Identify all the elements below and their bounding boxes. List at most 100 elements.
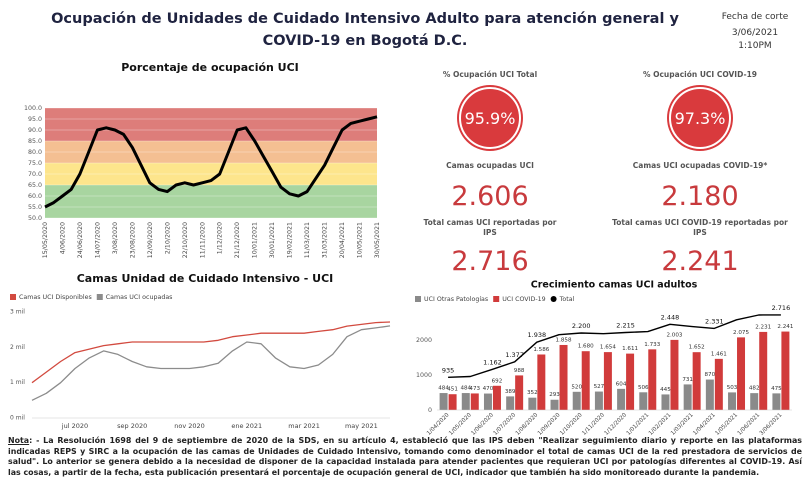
data-label: 1.611	[622, 346, 638, 352]
x-tick-label: 3/06/2021	[759, 412, 784, 437]
y-tick-label: 60.0	[28, 193, 42, 200]
x-tick-label: 30/05/2021	[374, 222, 381, 258]
line	[44, 115, 378, 209]
data-label: 2.448	[661, 313, 680, 321]
x-tick-label: 1/01/2021	[626, 412, 651, 437]
kpi-label: Total camas UCI reportadas por IPS	[423, 218, 557, 237]
bar	[617, 388, 626, 410]
y-tick-label: 70.0	[28, 171, 42, 178]
data-label: 470	[483, 386, 494, 392]
y-tick-label: 2 mil	[10, 344, 25, 351]
data-label: 2.003	[666, 332, 682, 338]
x-tick-label: 10/01/2021	[252, 222, 259, 258]
kpi-value: 2.241	[661, 246, 739, 277]
y-tick-label: 0 mil	[10, 415, 25, 422]
data-label: 1.377	[505, 351, 524, 359]
x-tick-label: 1/06/2021	[737, 412, 762, 437]
bar	[448, 394, 457, 410]
x-tick-label: 1/08/2020	[515, 412, 540, 437]
x-tick-label: jul 2020	[61, 422, 88, 430]
data-label: 473	[469, 386, 480, 392]
cutoff-time: 1:10PM	[738, 41, 772, 51]
kpi-value: 95.9%	[464, 108, 516, 128]
x-tick-label: 1/12/2020	[604, 412, 629, 437]
data-label: 451	[447, 387, 458, 393]
x-tick-label: ene 2021	[231, 422, 262, 430]
kpi-label: Camas UCI ocupadas COVID-19*	[632, 161, 768, 170]
data-label: 293	[549, 392, 560, 398]
bar	[492, 385, 501, 410]
y-tick-label: 55.0	[28, 204, 42, 211]
chart-title: Camas Unidad de Cuidado Intensivo - UCI	[77, 272, 334, 285]
y-tick-label: 2000	[416, 337, 432, 344]
data-label: 503	[727, 385, 738, 391]
x-tick-label: 15/05/2020	[42, 222, 49, 258]
bar	[772, 393, 781, 410]
bar	[683, 384, 692, 410]
data-label: 988	[514, 368, 525, 374]
page-title: Ocupación de Unidades de Cuidado Intensi…	[51, 11, 679, 49]
kpi-value: 2.180	[661, 181, 739, 212]
note-text: : - La Resolución 1698 del 9 de septiemb…	[8, 436, 802, 477]
data-label: 506	[638, 385, 649, 391]
bar	[506, 396, 515, 410]
x-tick-label: nov 2020	[174, 422, 205, 430]
band	[45, 108, 377, 141]
data-label: 2.215	[616, 321, 635, 329]
x-tick-label: 3/08/2020	[112, 222, 119, 254]
data-label: 1.461	[711, 351, 727, 357]
x-tick-label: 23/08/2020	[129, 222, 136, 258]
y-tick-label: 90.0	[28, 127, 42, 134]
y-tick-label: 100.0	[24, 105, 42, 112]
data-label: 475	[771, 386, 782, 392]
legend-label: Camas UCI ocupadas	[106, 294, 173, 301]
bar	[750, 393, 759, 410]
line	[448, 314, 781, 378]
data-label: 2.331	[705, 317, 724, 325]
y-tick-label: 85.0	[28, 138, 42, 145]
bar	[648, 349, 657, 410]
data-label: 2.241	[777, 324, 793, 330]
data-label: 1.586	[533, 347, 549, 353]
x-tick-label: 19/02/2021	[287, 222, 294, 258]
data-label: 1.654	[600, 345, 616, 351]
data-label: 731	[682, 377, 693, 383]
data-label: 2.716	[772, 304, 791, 312]
data-label: 1.733	[644, 342, 660, 348]
bar	[661, 394, 670, 410]
x-tick-label: 12/09/2020	[147, 222, 154, 258]
data-label: 484	[438, 386, 449, 392]
legend-label: Total	[559, 296, 575, 303]
y-tick-label: 75.0	[28, 160, 42, 167]
data-label: 520	[571, 384, 582, 390]
x-tick-label: 1/07/2020	[493, 412, 518, 437]
legend-swatch	[96, 294, 103, 300]
data-label: 352	[527, 390, 538, 396]
legend-swatch	[415, 296, 421, 302]
bar	[670, 339, 679, 410]
line	[31, 325, 391, 401]
x-tick-label: 2/10/2020	[164, 222, 171, 254]
x-tick-label: 1/11/2020	[581, 412, 606, 437]
bar	[705, 379, 714, 410]
legend-swatch	[10, 294, 16, 300]
bar	[439, 393, 448, 410]
bar	[692, 352, 701, 410]
data-label: 692	[492, 378, 503, 384]
band	[45, 185, 377, 218]
x-tick-label: 1/03/2021	[670, 412, 695, 437]
x-tick-label: 11/11/2020	[199, 222, 206, 258]
data-label: 935	[442, 366, 454, 374]
bar	[537, 354, 546, 410]
data-label: 1.162	[483, 358, 502, 366]
x-tick-label: 30/01/2021	[269, 222, 276, 258]
y-tick-label: 95.0	[28, 116, 42, 123]
kpi-label: Total camas UCI COVID-19 reportadas por …	[612, 218, 788, 237]
bar	[559, 344, 568, 410]
chart-title: Porcentaje de ocupación UCI	[121, 61, 299, 74]
kpi-circle: 97.3%	[669, 87, 731, 149]
bar	[461, 393, 470, 410]
note: Nota: - La Resolución 1698 del 9 de sept…	[8, 436, 802, 478]
data-label: 389	[505, 389, 516, 395]
data-label: 604	[616, 381, 627, 387]
